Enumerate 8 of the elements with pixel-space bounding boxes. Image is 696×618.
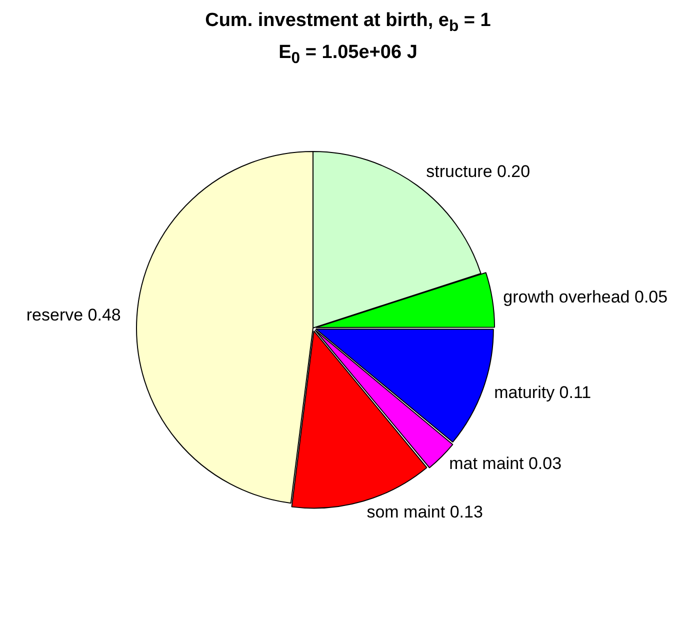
chart-title: Cum. investment at birth, e$_{b}$ = 1 <box>204 9 492 36</box>
chart-subtitle: E$_{0}$ = 1.05e+06 J <box>278 40 418 68</box>
slice-label: structure 0.20 <box>426 162 530 181</box>
slice-label: reserve 0.48 <box>26 305 121 324</box>
slice-label: som maint 0.13 <box>366 502 483 522</box>
slice-label: maturity 0.11 <box>494 382 592 402</box>
slice-label: growth overhead 0.05 <box>503 287 668 306</box>
slice-label: mat maint 0.03 <box>449 453 562 472</box>
